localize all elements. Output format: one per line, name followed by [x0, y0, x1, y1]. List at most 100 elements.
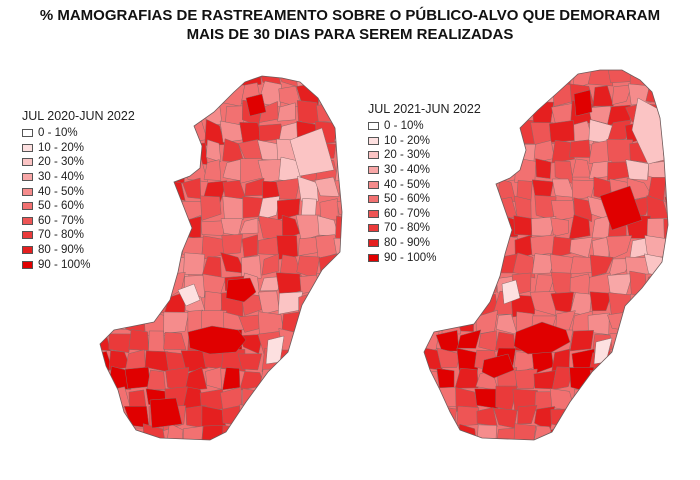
municipality	[514, 368, 538, 390]
municipality	[146, 369, 166, 391]
municipality	[663, 122, 668, 140]
municipality	[646, 291, 668, 314]
municipality	[124, 366, 151, 390]
municipality	[573, 89, 593, 117]
municipality	[183, 252, 205, 275]
municipality	[535, 158, 552, 179]
municipality	[453, 273, 479, 298]
legend-item: 50 - 60%	[22, 199, 135, 214]
municipality	[424, 426, 441, 440]
municipality	[568, 214, 591, 240]
municipality	[183, 425, 204, 440]
municipality	[145, 157, 169, 183]
municipality	[569, 407, 594, 430]
municipality	[201, 84, 228, 106]
legend-label: 30 - 40%	[38, 171, 85, 184]
municipality	[276, 406, 300, 427]
legend-label: 70 - 80%	[38, 229, 85, 242]
municipality	[513, 423, 537, 440]
legend-item: 20 - 30%	[22, 155, 135, 170]
legend-label: 50 - 60%	[384, 193, 431, 206]
municipality	[143, 76, 168, 90]
municipality	[517, 405, 538, 425]
municipality	[589, 370, 611, 393]
municipality	[531, 253, 557, 275]
municipality	[166, 422, 184, 440]
municipality	[335, 277, 342, 296]
legend-label: 40 - 50%	[38, 185, 85, 198]
legend-label: 20 - 30%	[38, 156, 85, 169]
legend-label: 40 - 50%	[384, 178, 431, 191]
municipality	[100, 81, 107, 105]
municipality	[144, 197, 169, 222]
municipality	[589, 291, 613, 312]
municipality	[665, 390, 668, 412]
legend-label: 60 - 70%	[38, 214, 85, 227]
municipality	[626, 351, 651, 374]
municipality	[571, 179, 596, 201]
legend-item: 20 - 30%	[368, 148, 481, 163]
legend-swatch	[22, 187, 33, 196]
municipality	[529, 291, 556, 316]
municipality	[123, 294, 149, 312]
municipality	[667, 405, 668, 430]
legend-swatch	[368, 253, 379, 262]
municipality	[276, 235, 299, 260]
municipality	[222, 195, 246, 222]
municipality	[436, 276, 462, 299]
municipality	[664, 177, 668, 202]
municipality	[569, 139, 591, 158]
municipality	[315, 369, 340, 393]
municipality	[335, 347, 342, 370]
municipality	[200, 195, 222, 221]
legend-item: 30 - 40%	[22, 170, 135, 185]
legend-title: JUL 2020-JUN 2022	[22, 109, 135, 123]
municipality	[587, 312, 610, 335]
municipality	[187, 325, 247, 355]
municipality	[277, 370, 299, 390]
municipality	[295, 368, 321, 392]
legend-label: 0 - 10%	[384, 120, 424, 133]
legend-swatch	[22, 260, 33, 269]
municipality	[592, 85, 614, 107]
municipality	[531, 86, 554, 104]
legend-item: 40 - 50%	[22, 184, 135, 199]
municipality	[315, 351, 340, 372]
municipality	[629, 404, 650, 431]
municipality	[335, 215, 342, 242]
municipality	[512, 252, 536, 279]
legend-item: 70 - 80%	[22, 228, 135, 243]
municipality	[645, 311, 668, 333]
municipality	[317, 384, 341, 411]
municipality	[338, 330, 342, 353]
municipality	[298, 423, 321, 440]
legend-item: 70 - 80%	[368, 221, 481, 236]
legend-swatch	[368, 122, 379, 131]
municipality	[627, 423, 650, 440]
municipality	[295, 328, 318, 354]
municipality	[127, 85, 150, 106]
municipality	[100, 423, 114, 440]
municipality	[338, 253, 342, 275]
legend-item: 10 - 20%	[22, 141, 135, 156]
municipality	[337, 76, 342, 87]
legend-items: 0 - 10% 10 - 20% 20 - 30% 30 - 40% 40 - 50% 5…	[368, 119, 481, 265]
municipality	[182, 142, 208, 165]
municipality	[201, 425, 228, 440]
legend-swatch	[368, 136, 379, 145]
municipality	[203, 159, 222, 181]
municipality	[205, 139, 222, 163]
municipality	[241, 255, 262, 279]
legend-item: 60 - 70%	[368, 207, 481, 222]
municipality	[494, 119, 519, 141]
municipality	[260, 424, 282, 440]
municipality	[315, 272, 335, 297]
municipality	[334, 123, 342, 146]
municipality	[476, 424, 497, 440]
municipality	[149, 181, 169, 204]
municipality	[163, 331, 187, 350]
municipality	[478, 330, 497, 352]
legend-swatch	[368, 239, 379, 248]
municipality	[339, 180, 342, 200]
municipality	[165, 76, 189, 88]
